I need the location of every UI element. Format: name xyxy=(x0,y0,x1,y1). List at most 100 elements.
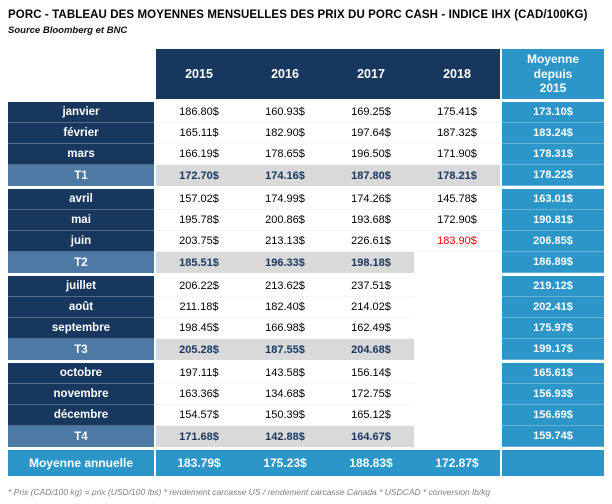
value-cell: 154.57$ xyxy=(156,405,242,426)
value-cell: 157.02$ xyxy=(156,189,242,210)
value-cell: 187.32$ xyxy=(414,123,500,144)
average-cell: 163.01$ xyxy=(502,189,604,210)
value-cell xyxy=(414,363,500,384)
value-cell: 197.11$ xyxy=(156,363,242,384)
value-cell: 213.13$ xyxy=(242,231,328,252)
value-cell: 162.49$ xyxy=(328,318,414,339)
value-cell: 174.16$ xyxy=(242,165,328,186)
value-cell: 195.78$ xyxy=(156,210,242,231)
value-cell: 196.33$ xyxy=(242,252,328,273)
value-cell: 226.61$ xyxy=(328,231,414,252)
row-label: T4 xyxy=(8,426,154,447)
average-cell: 183.24$ xyxy=(502,123,604,144)
value-cell: 187.55$ xyxy=(242,339,328,360)
table-row-janvier: janvier 186.80$ 160.93$ 169.25$ 175.41$ 173.1… xyxy=(8,102,604,123)
value-cell: 213.62$ xyxy=(242,276,328,297)
value-cell: 203.75$ xyxy=(156,231,242,252)
value-cell: 145.78$ xyxy=(414,189,500,210)
value-cell xyxy=(414,384,500,405)
table-row-octobre: octobre 197.11$ 143.58$ 156.14$ 165.61$ xyxy=(8,363,604,384)
value-cell: 237.51$ xyxy=(328,276,414,297)
row-label: février xyxy=(8,123,154,144)
average-cell: 159.74$ xyxy=(502,426,604,447)
table-row-t2: T2 185.51$ 196.33$ 198.18$ 186.89$ xyxy=(8,252,604,273)
average-cell xyxy=(502,450,604,476)
value-cell: 183.90$ xyxy=(414,231,500,252)
average-cell: 186.89$ xyxy=(502,252,604,273)
row-label: Moyenne annuelle xyxy=(8,450,154,476)
value-cell: 178.65$ xyxy=(242,144,328,165)
value-cell: 188.83$ xyxy=(328,450,414,476)
table-row-septembre: septembre 198.45$ 166.98$ 162.49$ 175.97$ xyxy=(8,318,604,339)
value-cell: 174.99$ xyxy=(242,189,328,210)
row-label: août xyxy=(8,297,154,318)
value-cell: 150.39$ xyxy=(242,405,328,426)
average-cell: 219.12$ xyxy=(502,276,604,297)
value-cell xyxy=(414,339,500,360)
table-row-ao-t: août 211.18$ 182.40$ 214.02$ 202.41$ xyxy=(8,297,604,318)
value-cell: 196.50$ xyxy=(328,144,414,165)
table-row-avril: avril 157.02$ 174.99$ 174.26$ 145.78$ 163.01$ xyxy=(8,189,604,210)
row-label: septembre xyxy=(8,318,154,339)
table-row-t4: T4 171.68$ 142.88$ 164.67$ 159.74$ xyxy=(8,426,604,447)
value-cell: 172.75$ xyxy=(328,384,414,405)
value-cell: 200.86$ xyxy=(242,210,328,231)
value-cell xyxy=(414,426,500,447)
table-row-moyenne-annuelle: Moyenne annuelle 183.79$ 175.23$ 188.83$ 172… xyxy=(8,450,604,476)
table-row-juin: juin 203.75$ 213.13$ 226.61$ 183.90$ 206.85$ xyxy=(8,231,604,252)
value-cell: 164.67$ xyxy=(328,426,414,447)
value-cell: 174.26$ xyxy=(328,189,414,210)
average-cell: 173.10$ xyxy=(502,102,604,123)
value-cell: 193.68$ xyxy=(328,210,414,231)
table-row-t1: T1 172.70$ 174.16$ 187.80$ 178.21$ 178.22$ xyxy=(8,165,604,186)
row-label: juin xyxy=(8,231,154,252)
row-label: mars xyxy=(8,144,154,165)
table-row-juillet: juillet 206.22$ 213.62$ 237.51$ 219.12$ xyxy=(8,276,604,297)
header-average-since-2015: Moyenne depuis 2015 xyxy=(502,49,604,99)
value-cell xyxy=(414,318,500,339)
value-cell: 214.02$ xyxy=(328,297,414,318)
value-cell: 175.41$ xyxy=(414,102,500,123)
value-cell: 166.98$ xyxy=(242,318,328,339)
average-cell: 156.93$ xyxy=(502,384,604,405)
value-cell: 142.88$ xyxy=(242,426,328,447)
value-cell: 197.64$ xyxy=(328,123,414,144)
value-cell: 171.90$ xyxy=(414,144,500,165)
row-label: décembre xyxy=(8,405,154,426)
row-label: T1 xyxy=(8,165,154,186)
header-year-2015: 2015 xyxy=(156,49,242,99)
value-cell: 172.87$ xyxy=(414,450,500,476)
value-cell: 178.21$ xyxy=(414,165,500,186)
header-year-2018: 2018 xyxy=(414,49,500,99)
header-empty-cell xyxy=(8,49,154,99)
value-cell xyxy=(414,297,500,318)
row-label: T3 xyxy=(8,339,154,360)
value-cell: 160.93$ xyxy=(242,102,328,123)
value-cell: 143.58$ xyxy=(242,363,328,384)
row-label: avril xyxy=(8,189,154,210)
value-cell: 163.36$ xyxy=(156,384,242,405)
average-cell: 165.61$ xyxy=(502,363,604,384)
row-label: octobre xyxy=(8,363,154,384)
value-cell: 183.79$ xyxy=(156,450,242,476)
value-cell: 211.18$ xyxy=(156,297,242,318)
value-cell: 172.70$ xyxy=(156,165,242,186)
table-row-mai: mai 195.78$ 200.86$ 193.68$ 172.90$ 190.81$ xyxy=(8,210,604,231)
table-row-f-vrier: février 165.11$ 182.90$ 197.64$ 187.32$ 183.2… xyxy=(8,123,604,144)
value-cell xyxy=(414,405,500,426)
row-label: janvier xyxy=(8,102,154,123)
average-cell: 199.17$ xyxy=(502,339,604,360)
table-row-t3: T3 205.28$ 187.55$ 204.68$ 199.17$ xyxy=(8,339,604,360)
header-year-2017: 2017 xyxy=(328,49,414,99)
value-cell: 204.68$ xyxy=(328,339,414,360)
table-body: janvier 186.80$ 160.93$ 169.25$ 175.41$ 173.1… xyxy=(8,102,604,476)
value-cell: 169.25$ xyxy=(328,102,414,123)
header-year-2016: 2016 xyxy=(242,49,328,99)
value-cell: 165.12$ xyxy=(328,405,414,426)
value-cell: 186.80$ xyxy=(156,102,242,123)
average-cell: 175.97$ xyxy=(502,318,604,339)
table-header-row: 2015 2016 2017 2018 Moyenne depuis 2015 xyxy=(8,49,604,99)
value-cell: 165.11$ xyxy=(156,123,242,144)
value-cell: 198.18$ xyxy=(328,252,414,273)
